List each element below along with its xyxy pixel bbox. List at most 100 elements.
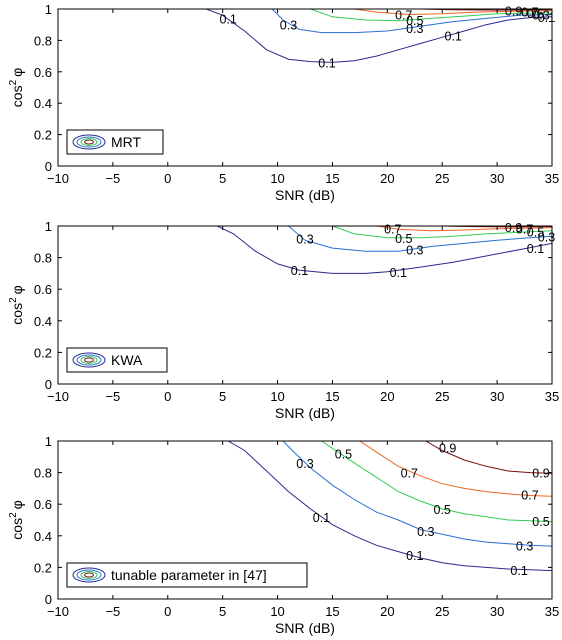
y-tick-label: 0.6 [34,282,52,297]
y-tick-label: 0.4 [34,529,52,544]
panel-1: 0.10.10.10.10.3 0.30.30.50.50.7 0.70.9−10−… [8,2,559,203]
contour-label: 0.9 [505,221,522,235]
legend-box [66,562,308,588]
contour-label: 0.1 [406,549,423,563]
x-tick-label: 5 [219,604,226,619]
y-tick-label: 1 [45,219,52,234]
legend-label: tunable parameter in [47] [111,567,267,583]
contour-line-0-5 [332,226,552,239]
contour-label: 0.5 [527,7,544,21]
contour-label: 0.1 [538,11,555,25]
contour-label: 0.1 [318,56,335,70]
y-tick-label: 1 [45,2,52,17]
x-tick-label: −5 [105,389,120,404]
legend-box [66,129,164,155]
contour-label: 0.1 [527,242,544,256]
contour-lines [206,9,552,63]
contour-line-0-3 [288,226,552,252]
legend-label: KWA [111,352,143,368]
contour-lines [227,441,552,572]
y-tick-label: 0.4 [34,314,52,329]
x-tick-label: 20 [380,389,394,404]
contour-label: 0.1 [510,564,527,578]
contour-legend-icon [72,567,106,583]
x-tick-label: −10 [47,389,69,404]
contour-label: 0.5 [434,503,451,517]
contour-label: 0.1 [390,266,407,280]
contour-label: 0.5 [532,515,549,529]
y-tick-label: 0 [45,592,52,607]
x-tick-label: 5 [219,171,226,186]
y-tick-label: 0 [45,159,52,174]
x-axis-label: SNR (dB) [275,187,335,203]
contour-label: 0.1 [445,30,462,44]
contour-label: 0.3 [417,525,434,539]
x-tick-label: 20 [380,604,394,619]
x-tick-label: 15 [325,171,339,186]
y-tick-label: 0.6 [34,497,52,512]
contour-label: 0.5 [527,226,544,240]
y-tick-label: 0.2 [34,560,52,575]
x-tick-label: 30 [490,171,504,186]
x-axis-label: SNR (dB) [275,620,335,636]
x-tick-label: 30 [490,604,504,619]
contour-line-0-7 [376,226,552,232]
contour-line-0-1 [227,441,552,572]
legend: MRT [66,129,164,155]
x-tick-label: 25 [435,604,449,619]
contour-line-0-5 [310,9,552,22]
contour-label: 0.3 [280,19,297,33]
contour-line-0-7 [359,441,552,497]
contour-line-0-1 [216,226,552,274]
contour-label: 0.3 [538,230,555,244]
contour-legend-icon [72,352,106,368]
y-axis-label: cos2φ [8,500,25,539]
y-tick-label: 0.2 [34,128,52,143]
contour-line-0-9 [425,441,552,474]
contour-label: 0.9 [532,467,549,481]
x-tick-label: 25 [435,171,449,186]
contour-label: 0.1 [220,12,237,26]
x-tick-label: 0 [164,389,171,404]
x-tick-label: 35 [545,389,559,404]
x-tick-label: 10 [270,389,284,404]
contour-line-0-5 [321,441,552,523]
x-tick-label: 10 [270,604,284,619]
contour-label: 0.3 [532,9,549,23]
contour-label: 0.3 [296,457,313,471]
contour-label: 0.9 [505,5,522,19]
contour-label: 0.5 [406,14,423,28]
x-tick-label: 5 [219,389,226,404]
contour-line-0-7 [354,9,552,16]
contour-label: 0.7 [521,5,538,19]
legend: tunable parameter in [47] [66,562,308,588]
axes-frame [57,440,553,600]
legend: KWA [66,347,168,373]
contour-label: 0.7 [401,467,418,481]
contour-line-0-1 [206,9,552,63]
x-tick-label: 0 [164,171,171,186]
x-tick-label: −10 [47,171,69,186]
contour-label: 0.9 [439,441,456,455]
y-tick-label: 1 [45,434,52,449]
axes-frame [57,8,553,167]
y-tick-label: 0.4 [34,96,52,111]
x-tick-label: 35 [545,604,559,619]
contour-label: 0.1 [291,264,308,278]
contour-line-0-3 [271,9,552,34]
y-tick-label: 0.8 [34,466,52,481]
contour-label: 0.5 [395,232,412,246]
contour-label: 0.3 [406,244,423,258]
contour-label: 0.1 [313,511,330,525]
x-tick-label: 20 [380,171,394,186]
y-axis-label: cos2φ [8,285,25,324]
contour-line-0-3 [282,441,552,547]
x-tick-label: 10 [270,171,284,186]
contour-legend-icon [72,134,106,150]
x-tick-label: 15 [325,604,339,619]
contour-label: 0.3 [516,539,533,553]
contour-label: 0.3 [296,233,313,247]
y-tick-label: 0 [45,377,52,392]
legend-label: MRT [111,134,142,150]
x-tick-label: −10 [47,604,69,619]
